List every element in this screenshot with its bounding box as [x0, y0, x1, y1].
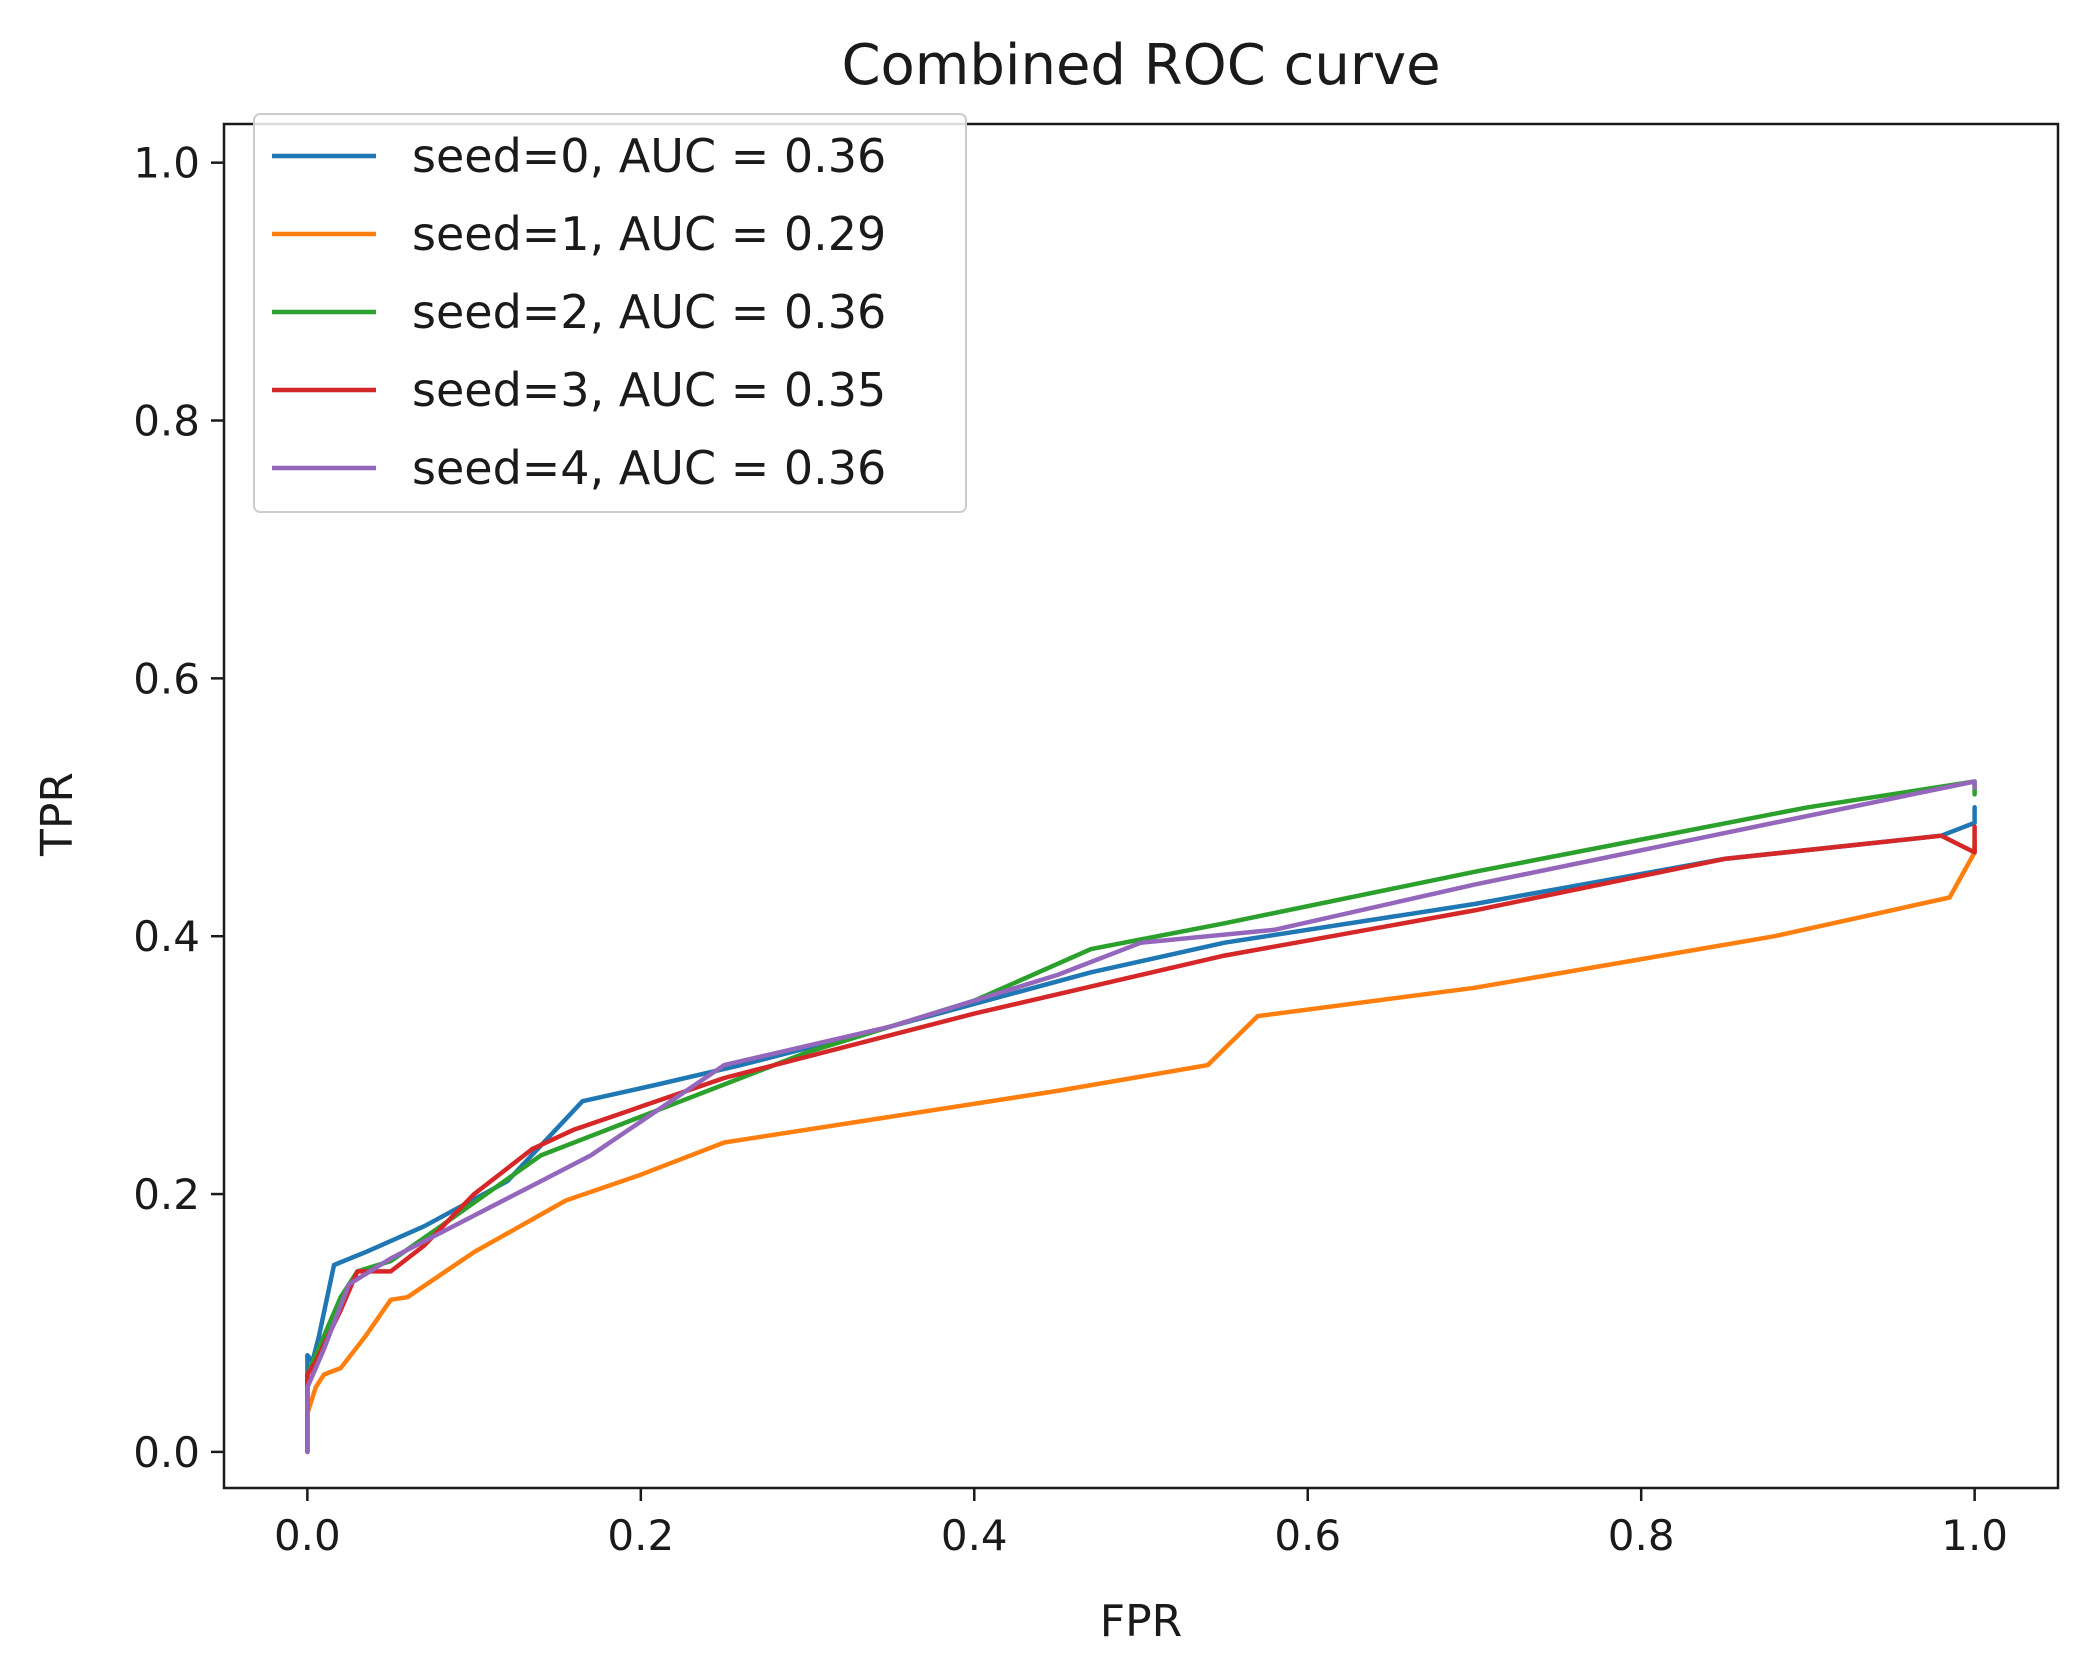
x-tick-label: 0.0 — [274, 1511, 341, 1560]
series-line-seed-4 — [305, 779, 1977, 1455]
y-tick-label: 0.0 — [133, 1428, 200, 1477]
y-tick-label: 0.8 — [133, 397, 200, 446]
y-tick-label: 0.6 — [133, 654, 200, 703]
x-tick-label: 1.0 — [1941, 1511, 2008, 1560]
legend-label-seed-0: seed=0, AUC = 0.36 — [412, 129, 886, 183]
x-tick-label: 0.2 — [607, 1511, 674, 1560]
y-axis-label: TPR — [32, 772, 83, 857]
legend-label-seed-4: seed=4, AUC = 0.36 — [412, 441, 886, 495]
legend: seed=0, AUC = 0.36 seed=1, AUC = 0.29 seed… — [253, 113, 967, 513]
legend-label-seed-2: seed=2, AUC = 0.36 — [412, 285, 886, 339]
chart-title: Combined ROC curve — [841, 33, 1440, 98]
axes: 0.0 0.2 0.4 0.6 0.8 1.0 0.0 0.2 0.4 0.6 0.8 1.0 — [133, 139, 2008, 1560]
plot-area — [305, 779, 1977, 1455]
x-axis-label: FPR — [1100, 1596, 1182, 1647]
y-tick-label: 0.4 — [133, 912, 200, 961]
x-tick-label: 0.4 — [941, 1511, 1008, 1560]
legend-label-seed-3: seed=3, AUC = 0.35 — [412, 363, 886, 417]
plot-frame — [222, 122, 2060, 1490]
x-tick-label: 0.6 — [1274, 1511, 1341, 1560]
legend-box — [253, 113, 967, 513]
series-line-seed-1 — [305, 837, 1977, 1455]
y-tick-label: 0.2 — [133, 1170, 200, 1219]
y-tick-label: 1.0 — [133, 139, 200, 188]
series-line-seed-2 — [305, 779, 1977, 1455]
legend-label-seed-1: seed=1, AUC = 0.29 — [412, 207, 886, 261]
x-tick-label: 0.8 — [1608, 1511, 1675, 1560]
